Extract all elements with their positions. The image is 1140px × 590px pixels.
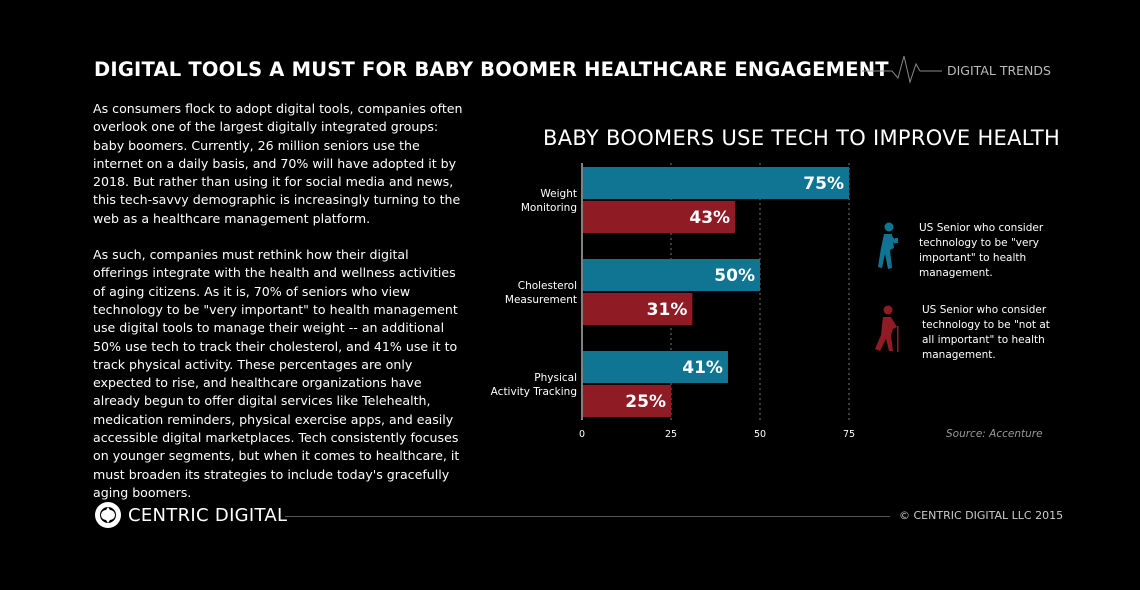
bar <box>583 259 760 291</box>
data-label: 41% <box>682 358 723 378</box>
bar <box>583 201 736 233</box>
legend-very-important: US Senior who consider technology to be … <box>919 222 1044 279</box>
article-body: As consumers flock to adopt digital tool… <box>93 100 463 520</box>
brand-name: CENTRIC DIGITAL <box>128 505 288 526</box>
bar <box>583 351 728 383</box>
person-with-phone-icon <box>878 222 898 269</box>
data-label: 75% <box>803 174 844 194</box>
centric-digital-logo-icon <box>95 502 121 528</box>
heartbeat-line-icon <box>862 55 942 84</box>
article-paragraph: As such, companies must rethink how thei… <box>93 247 460 500</box>
footer-divider <box>285 516 890 517</box>
chart-source: Source: Accenture <box>946 428 1043 440</box>
copyright: © CENTRIC DIGITAL LLC 2015 <box>899 509 1064 522</box>
category-label: Physical <box>534 372 577 384</box>
category-label: Activity Tracking <box>491 386 577 398</box>
data-label: 25% <box>625 392 666 412</box>
data-label: 31% <box>647 300 688 320</box>
category-label: Weight <box>540 188 577 200</box>
category-label: Measurement <box>505 294 577 306</box>
category-label: Cholesterol <box>518 280 577 292</box>
legend-not-important: US Senior who consider technology to be … <box>922 304 1050 361</box>
x-tick-label: 50 <box>754 429 766 440</box>
bar <box>583 167 849 199</box>
category-label: Monitoring <box>521 202 577 214</box>
bar <box>583 293 693 325</box>
chart-title: BABY BOOMERS USE TECH TO IMPROVE HEALTH <box>543 126 1061 150</box>
section-label: DIGITAL TRENDS <box>947 63 1051 78</box>
x-tick-label: 25 <box>665 429 677 440</box>
x-tick-label: 75 <box>843 429 855 440</box>
article-paragraph: As consumers flock to adopt digital tool… <box>93 101 463 226</box>
elderly-person-with-cane-icon <box>875 305 899 352</box>
data-label: 50% <box>714 266 755 286</box>
page-title: DIGITAL TOOLS A MUST FOR BABY BOOMER HEA… <box>94 58 889 81</box>
x-tick-label: 0 <box>579 429 585 440</box>
data-label: 43% <box>689 208 730 228</box>
bar <box>583 385 671 417</box>
